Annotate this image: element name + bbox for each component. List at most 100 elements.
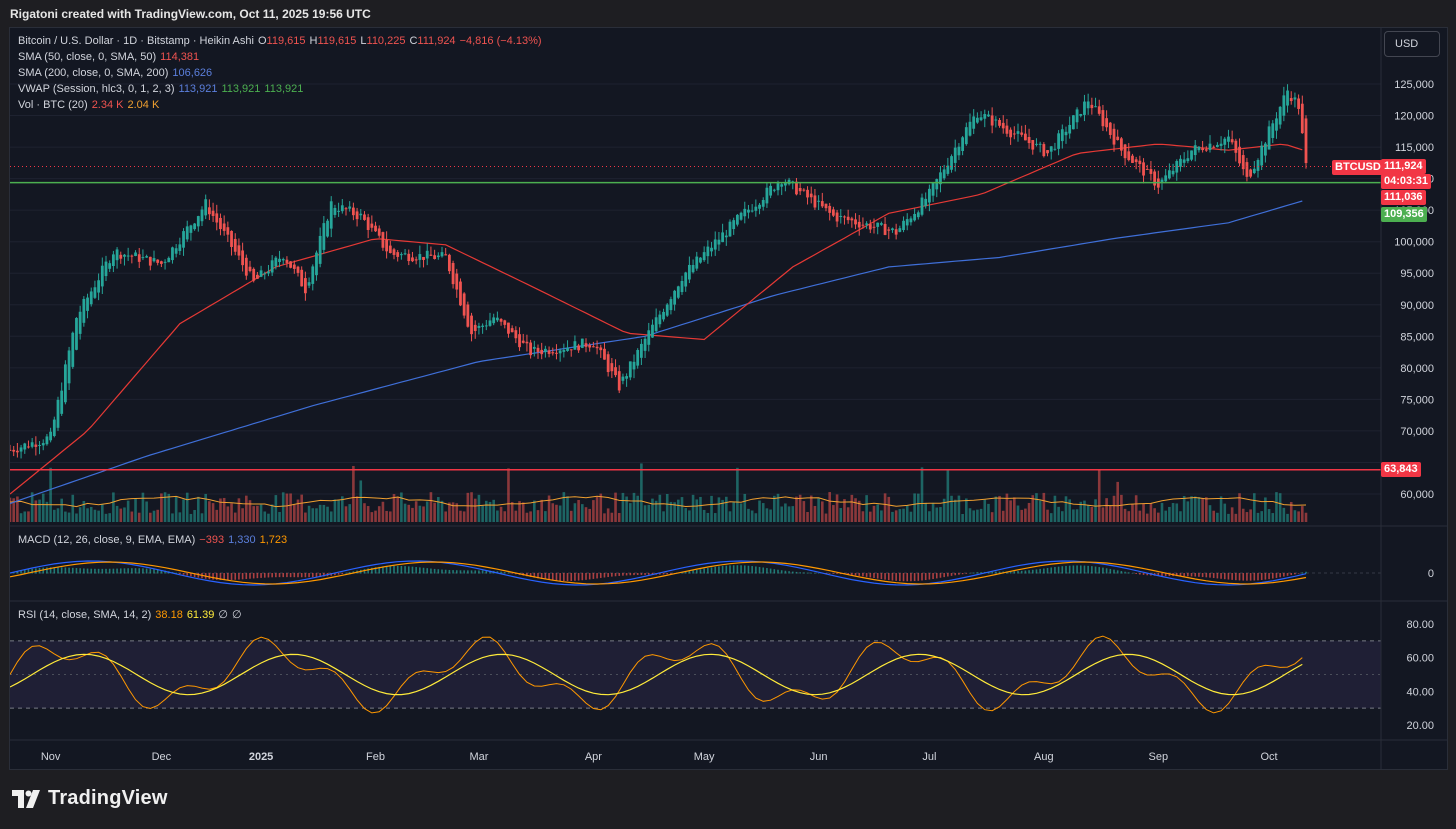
- macd-histogram-bar: [725, 565, 728, 574]
- volume-bar: [348, 504, 351, 522]
- macd-histogram-bar: [1216, 573, 1219, 579]
- volume-bar: [222, 497, 226, 522]
- macd-histogram-bar: [526, 573, 528, 577]
- macd-histogram-bar: [455, 570, 458, 574]
- horizontal-levels[interactable]: [10, 165, 1381, 471]
- volume-bar: [595, 496, 599, 522]
- volume-bar: [529, 511, 532, 522]
- candle-body: [1212, 146, 1216, 148]
- rsi-legend[interactable]: RSI (14, close, SMA, 14, 2) 38.18 61.39 ∅ ∅: [18, 609, 242, 621]
- time-axis-label: Aug: [1034, 751, 1054, 763]
- candle-body: [717, 239, 721, 245]
- volume-bar: [880, 510, 883, 522]
- volume-bar: [521, 502, 525, 522]
- volume-bar: [614, 492, 617, 522]
- macd-histogram-bar: [1046, 567, 1049, 574]
- macd-histogram-bar: [83, 568, 85, 574]
- price-chart[interactable]: 125,000120,000115,000110,000105,000100,0…: [10, 28, 1447, 769]
- volume-bar: [1286, 513, 1289, 522]
- volume-bar: [990, 512, 994, 522]
- candle-body: [1097, 106, 1101, 114]
- macd-histogram-bar: [943, 573, 945, 578]
- candle-body: [30, 442, 34, 447]
- macd-histogram-bar: [662, 573, 665, 575]
- candle-body: [425, 250, 429, 259]
- volume-bar: [352, 465, 355, 522]
- candle-body: [255, 274, 259, 279]
- volume-bar: [503, 511, 507, 522]
- volume-bar: [743, 493, 747, 522]
- sma200-legend[interactable]: SMA (200, close, 0, SMA, 200) 106,626: [18, 67, 213, 79]
- volume-bar: [78, 507, 82, 522]
- sma50-legend[interactable]: SMA (50, close, 0, SMA, 50) 114,381: [18, 51, 200, 63]
- vwap-legend[interactable]: VWAP (Session, hlc3, 0, 1, 2, 3) 113,921 1…: [18, 83, 304, 95]
- macd-histogram-bar: [681, 572, 683, 574]
- candle-body: [1038, 143, 1042, 145]
- macd-histogram-bar: [570, 573, 573, 581]
- candle-body: [200, 209, 204, 222]
- time-axis-label: Sep: [1149, 751, 1169, 763]
- volume-bar: [341, 496, 344, 522]
- volume-bar: [832, 505, 835, 522]
- volume-bar: [754, 513, 758, 522]
- macd-histogram-bar: [289, 573, 292, 578]
- volume-bar: [1001, 510, 1005, 522]
- currency-button[interactable]: USD: [1384, 31, 1440, 57]
- macd-histogram-bar: [965, 573, 968, 574]
- candle-body: [927, 188, 931, 203]
- candle-body: [1278, 106, 1282, 125]
- macd-histogram-bar: [581, 573, 584, 581]
- candle-body: [1145, 168, 1149, 170]
- volume-bar: [569, 510, 573, 522]
- candle-body: [687, 264, 691, 280]
- candle-body: [806, 189, 809, 198]
- volume-bar: [152, 510, 156, 522]
- macd-histogram-bar: [1235, 573, 1237, 581]
- macd-histogram-bar: [404, 566, 406, 574]
- macd-histogram-bar: [803, 572, 805, 574]
- candle-body: [614, 367, 617, 376]
- volume-bar: [1086, 505, 1090, 522]
- volume-bar: [1123, 508, 1127, 522]
- symbol-row[interactable]: Bitcoin / U.S. Dollar · 1D · Bitstamp · …: [18, 35, 542, 47]
- volume-bar: [835, 494, 839, 522]
- volume-bar: [828, 492, 831, 522]
- macd-histogram-bar: [1102, 567, 1104, 574]
- macd-histogram-bar: [651, 573, 654, 575]
- macd-histogram-bar: [599, 573, 602, 578]
- volume-bar: [551, 503, 555, 522]
- candle-body: [861, 224, 865, 226]
- macd-histogram-bar: [1249, 573, 1252, 581]
- candle-body: [1064, 131, 1068, 136]
- macd-legend[interactable]: MACD (12, 26, close, 9, EMA, EMA) −393 1,3…: [18, 534, 288, 546]
- candle-body: [326, 220, 329, 237]
- macd-histogram-bar: [769, 568, 772, 574]
- candle-body: [1300, 103, 1304, 134]
- volume-bar: [507, 468, 510, 522]
- candle-body: [1105, 118, 1109, 128]
- rsi-axis-label: 60.00: [1406, 653, 1434, 665]
- volume-bar: [56, 508, 60, 522]
- volume-bar: [437, 497, 440, 522]
- macd-histogram-bar: [1187, 573, 1189, 577]
- candle-body: [433, 255, 437, 259]
- macd-histogram-bar: [659, 573, 661, 575]
- volume-bar: [16, 496, 19, 522]
- macd-histogram-bar: [215, 573, 218, 580]
- volume-bar: [1131, 504, 1134, 522]
- candle-body: [632, 361, 636, 370]
- macd-histogram-bar: [544, 573, 547, 580]
- macd-histogram-bar: [574, 573, 576, 581]
- volume-bar: [337, 500, 340, 522]
- candle-body: [1068, 124, 1072, 134]
- tradingview-logo[interactable]: TradingView: [12, 787, 168, 810]
- volume-bar: [45, 501, 49, 522]
- volume-bar: [739, 503, 743, 522]
- volume-legend[interactable]: Vol · BTC (20) 2.34 K 2.04 K: [18, 99, 160, 111]
- volume-bar: [555, 504, 558, 522]
- volume-bar: [1134, 495, 1138, 522]
- candle-body: [322, 223, 326, 250]
- chart-frame[interactable]: 125,000120,000115,000110,000105,000100,0…: [9, 27, 1448, 770]
- macd-histogram-bar: [341, 573, 344, 574]
- volume-bar: [632, 492, 636, 522]
